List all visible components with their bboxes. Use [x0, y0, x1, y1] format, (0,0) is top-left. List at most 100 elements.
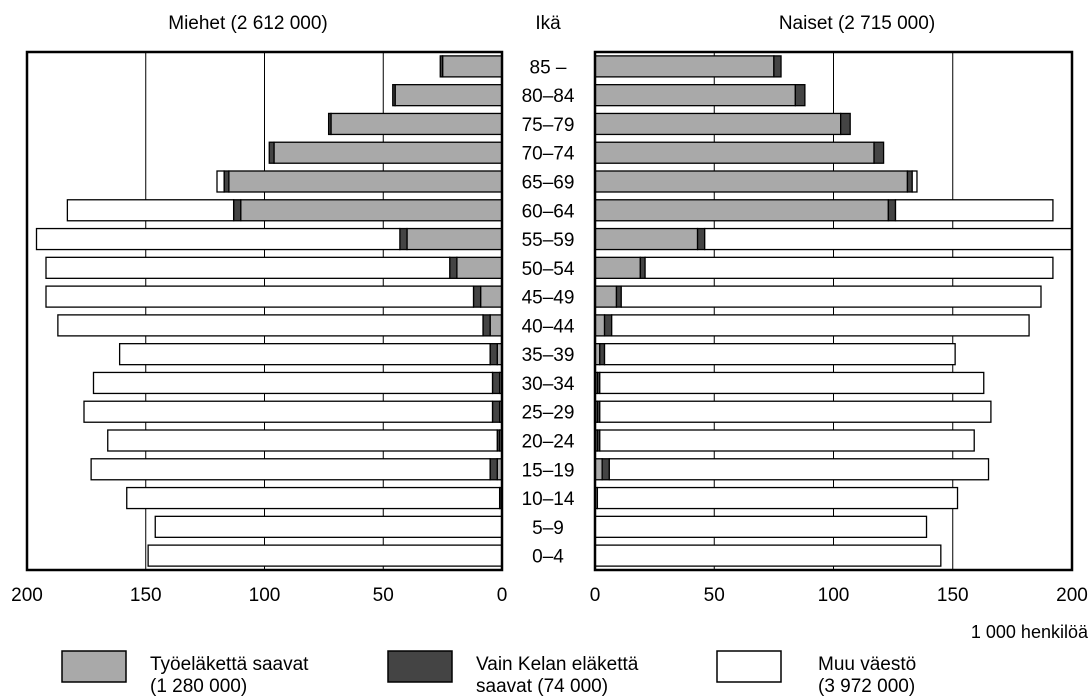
men-bar-kela-segment: [232, 199, 242, 222]
men-bar-muu-segment: [154, 515, 503, 538]
x-tick-label: 100: [249, 585, 281, 606]
women-bar-tyoelake-segment: [594, 112, 842, 136]
left-gridlines: [145, 52, 384, 570]
women-bar-tyoelake-segment: [594, 285, 618, 308]
men-bar-kela-segment: [439, 55, 444, 78]
x-tick-label: 0: [497, 585, 508, 606]
men-bar-kela-segment: [327, 112, 332, 136]
women-bar-muu-segment: [594, 515, 928, 538]
legend-swatch-tyoelake: [61, 650, 127, 683]
women-bar-kela-segment: [773, 55, 782, 78]
men-bar-tyoelake-segment: [273, 141, 503, 164]
x-tick-label: 150: [130, 585, 162, 606]
men-bar-kela-segment: [489, 343, 498, 366]
men-bar-kela-segment: [491, 400, 501, 423]
x-tick-label: 200: [1056, 585, 1088, 606]
women-panel-title: Naiset (2 715 000): [779, 13, 935, 34]
men-bar-kela-segment: [399, 227, 408, 251]
men-bar-tyoelake-segment: [456, 256, 503, 279]
women-bar-tyoelake-segment: [594, 55, 775, 78]
men-bar-muu-segment: [57, 314, 484, 337]
right-gridlines: [713, 52, 954, 570]
men-bar-kela-segment: [268, 141, 275, 164]
x-tick-label: 50: [373, 585, 394, 606]
men-bar-kela-segment: [489, 458, 498, 481]
women-bar-kela-segment: [603, 314, 613, 337]
women-bar-muu-segment: [704, 227, 1073, 251]
women-bar-kela-segment: [873, 141, 885, 164]
x-tick-label: 150: [937, 585, 969, 606]
age-label: 55–59: [522, 230, 575, 251]
age-axis-label: Ikä: [535, 13, 561, 34]
age-labels: 85 – 80–84 75–79 70–74 65–69 60–64 55–59 50–54 4…: [522, 57, 575, 567]
men-bar-muu-segment: [66, 199, 235, 222]
men-bar-tyoelake-segment: [441, 55, 503, 78]
women-bar-muu-segment: [611, 314, 1030, 337]
women-bar-muu-segment: [894, 199, 1054, 222]
age-label: 40–44: [522, 316, 575, 337]
men-bar-kela-segment: [223, 170, 230, 193]
women-bar-kela-segment: [887, 199, 897, 222]
women-bar-muu-segment: [620, 285, 1042, 308]
legend-item-muu: Muu väestö (3 972 000): [716, 650, 916, 697]
women-bar-kela-segment: [840, 112, 851, 136]
right-panel-frame: [593, 50, 1074, 572]
age-label: 20–24: [522, 432, 575, 453]
unit-label: 1 000 henkilöä: [971, 622, 1089, 642]
men-x-ticks: 200 150 100 50 0: [11, 585, 507, 606]
legend-total-muu: (3 972 000): [818, 676, 915, 697]
men-panel-title: Miehet (2 612 000): [168, 13, 328, 34]
age-label: 45–49: [522, 288, 575, 309]
women-bar-kela-segment: [615, 285, 622, 308]
men-bar-tyoelake-segment: [330, 112, 503, 136]
men-bars: [35, 55, 503, 567]
men-bar-tyoelake-segment: [406, 227, 503, 251]
men-bar-tyoelake-segment: [489, 314, 503, 337]
men-bar-tyoelake-segment: [240, 199, 503, 222]
legend-swatch-muu: [716, 650, 782, 683]
legend-label-kela: Vain Kelan eläkettä: [476, 654, 639, 675]
women-bar-kela-segment: [601, 458, 610, 481]
legend-label-muu: Muu väestö: [818, 654, 916, 675]
men-bar-muu-segment: [45, 285, 475, 308]
women-bar-muu-segment: [644, 256, 1054, 279]
legend: Työeläkettä saavat (1 280 000) Vain Kela…: [61, 650, 916, 697]
women-bar-muu-segment: [911, 170, 918, 193]
men-bar-tyoelake-segment: [479, 285, 503, 308]
women-bar-kela-segment: [696, 227, 706, 251]
women-bar-muu-segment: [596, 486, 959, 510]
women-bar-muu-segment: [594, 544, 942, 567]
men-bar-muu-segment: [83, 400, 494, 423]
women-bar-kela-segment: [599, 343, 606, 366]
men-bar-muu-segment: [35, 227, 401, 251]
age-label: 50–54: [522, 259, 575, 280]
legend-item-tyoelake: Työeläkettä saavat (1 280 000): [61, 650, 309, 697]
men-bar-tyoelake-segment: [228, 170, 503, 193]
men-bar-muu-segment: [118, 343, 491, 366]
left-panel-frame: [25, 50, 504, 572]
women-bar-kela-segment: [906, 170, 913, 193]
x-tick-label: 50: [704, 585, 725, 606]
age-label: 10–14: [522, 489, 575, 510]
women-bar-muu-segment: [599, 371, 985, 395]
men-bar-muu-segment: [45, 256, 451, 279]
age-label: 65–69: [522, 173, 575, 194]
men-bar-kela-segment: [472, 285, 482, 308]
women-bar-muu-segment: [608, 458, 990, 481]
women-bar-tyoelake-segment: [594, 256, 641, 279]
age-label: 25–29: [522, 403, 575, 424]
age-label: 35–39: [522, 345, 575, 366]
men-bar-kela-segment: [392, 84, 396, 107]
women-bar-muu-segment: [599, 400, 992, 423]
men-bar-muu-segment: [90, 458, 491, 481]
men-bar-muu-segment: [92, 371, 494, 395]
men-bar-muu-segment: [216, 170, 225, 193]
age-label: 75–79: [522, 115, 575, 136]
legend-total-kela: saavat (74 000): [476, 676, 608, 697]
men-bar-muu-segment: [107, 429, 498, 452]
legend-item-kela: Vain Kelan eläkettä saavat (74 000): [387, 650, 639, 697]
right-panel: [593, 50, 1074, 572]
x-tick-label: 100: [818, 585, 850, 606]
women-x-ticks: 0 50 100 150 200: [590, 585, 1088, 606]
legend-swatch-kela: [387, 650, 453, 683]
